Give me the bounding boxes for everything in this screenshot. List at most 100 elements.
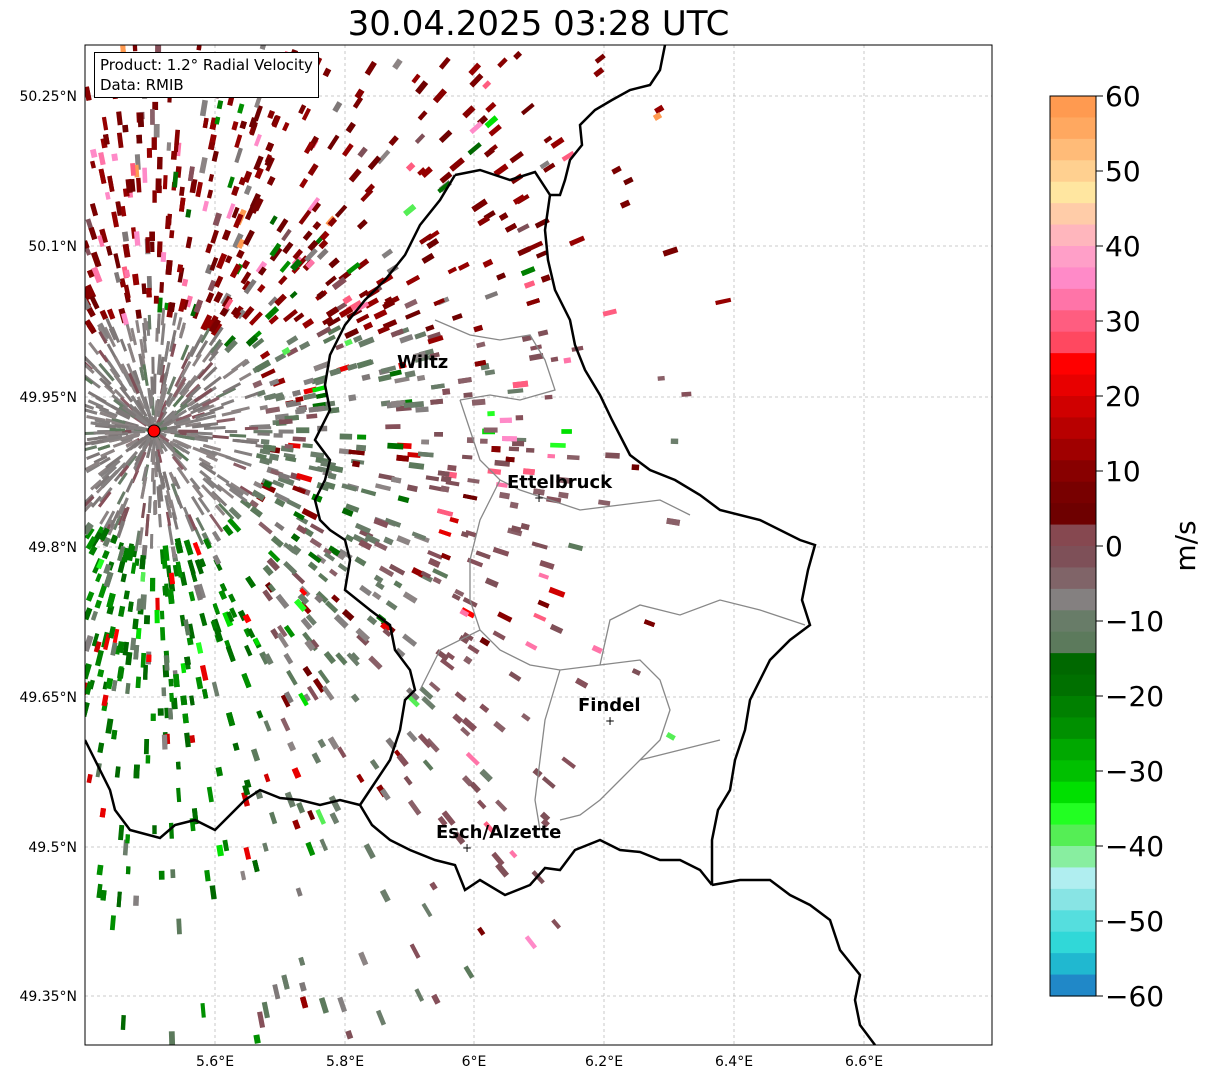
- colorbar-swatch: [1050, 931, 1096, 954]
- lat-tick-label: 49.8°N: [28, 540, 77, 556]
- colorbar-swatch: [1050, 631, 1096, 654]
- colorbar-swatch: [1050, 117, 1096, 140]
- lon-tick-label: 6°E: [462, 1054, 487, 1070]
- lon-tick-label: 5.8°E: [326, 1054, 364, 1070]
- lat-tick-label: 49.35°N: [19, 989, 77, 1005]
- colorbar-tick-label: 40: [1105, 230, 1141, 263]
- colorbar-swatch: [1050, 160, 1096, 183]
- canton-boundaries: [419, 319, 806, 831]
- germany-border-north: [550, 45, 667, 197]
- colorbar-swatch: [1050, 396, 1096, 419]
- colorbar-tick-label: 50: [1105, 155, 1141, 188]
- colorbar-tick-label: 20: [1105, 380, 1141, 413]
- colorbar-swatch: [1050, 546, 1096, 569]
- lon-tick-label: 5.6°E: [196, 1054, 234, 1070]
- colorbar-swatch: [1050, 674, 1096, 697]
- colorbar-swatch: [1050, 824, 1096, 847]
- lat-tick-label: 49.95°N: [19, 390, 77, 406]
- colorbar-tick-label: −60: [1105, 980, 1164, 1013]
- colorbar-swatch: [1050, 888, 1096, 911]
- colorbar-tick-label: 0: [1105, 530, 1123, 563]
- city-marker-findel: +: [605, 714, 615, 728]
- colorbar-swatch: [1050, 288, 1096, 311]
- lon-tick-label: 6.2°E: [585, 1054, 623, 1070]
- latitude-axis: 50.25°N 50.1°N 49.95°N 49.8°N 49.65°N 49.5°N 4…: [19, 89, 77, 1005]
- colorbar-swatch: [1050, 781, 1096, 804]
- germany-border-south: [711, 878, 876, 1045]
- colorbar-tick-label: −50: [1105, 905, 1164, 938]
- colorbar-swatch: [1050, 760, 1096, 783]
- colorbar-swatch: [1050, 374, 1096, 397]
- colorbar-swatch: [1050, 910, 1096, 933]
- plot-frame: [84, 44, 993, 1046]
- lat-tick-label: 50.1°N: [28, 239, 77, 255]
- city-marker-ettelbruck: +: [534, 491, 544, 505]
- radar-site-marker: [147, 424, 161, 438]
- colorbar-swatch: [1050, 524, 1096, 547]
- france-luxembourg-border: [85, 739, 713, 897]
- cities: Wiltz Ettelbruck + Findel + Esch/Alzette…: [397, 352, 641, 855]
- lat-tick-label: 50.25°N: [19, 89, 77, 105]
- colorbar-swatch: [1050, 353, 1096, 376]
- city-label-ettelbruck: Ettelbruck: [507, 472, 613, 493]
- colorbar-tick-label: −40: [1105, 830, 1164, 863]
- colorbar-swatch: [1050, 96, 1096, 119]
- colorbar-swatch: [1050, 224, 1096, 247]
- colorbar-ticks: 60 50 40 30 20 10 0 −10 −20 −30 −40 −50 −60: [1096, 80, 1164, 1013]
- colorbar-swatch: [1050, 867, 1096, 890]
- city-findel: Findel +: [578, 695, 641, 728]
- colorbar-swatch: [1050, 203, 1096, 226]
- product-text: Product: 1.2° Radial Velocity: [100, 56, 313, 74]
- plot-area: Wiltz Ettelbruck + Findel + Esch/Alzette…: [85, 45, 992, 1045]
- colorbar-swatch: [1050, 503, 1096, 526]
- colorbar-swatch: [1050, 610, 1096, 633]
- colorbar-swatch: [1050, 310, 1096, 333]
- colorbar-swatches: [1050, 96, 1096, 997]
- colorbar-swatch: [1050, 696, 1096, 719]
- colorbar-swatch: [1050, 331, 1096, 354]
- city-label-findel: Findel: [578, 695, 641, 716]
- belgium-luxembourg-border: [454, 168, 817, 885]
- city-esch-alzette: Esch/Alzette +: [436, 822, 561, 855]
- colorbar-swatch: [1050, 738, 1096, 761]
- lon-tick-label: 6.6°E: [845, 1054, 883, 1070]
- city-label-wiltz: Wiltz: [397, 352, 448, 373]
- data-source-text: Data: RMIB: [100, 76, 184, 94]
- colorbar-swatch: [1050, 974, 1096, 997]
- colorbar-swatch: [1050, 803, 1096, 826]
- lon-tick-label: 6.4°E: [715, 1054, 753, 1070]
- colorbar-tick-label: 10: [1105, 455, 1141, 488]
- colorbar-swatch: [1050, 417, 1096, 440]
- colorbar-swatch: [1050, 653, 1096, 676]
- city-wiltz: Wiltz: [397, 352, 448, 373]
- colorbar-tick-label: −30: [1105, 755, 1164, 788]
- map-title: 30.04.2025 03:28 UTC: [347, 4, 730, 44]
- colorbar: 60 50 40 30 20 10 0 −10 −20 −30 −40 −50 −60 m/s: [1049, 80, 1202, 1013]
- lat-tick-label: 49.65°N: [19, 690, 77, 706]
- colorbar-swatch: [1050, 267, 1096, 290]
- colorbar-swatch: [1050, 460, 1096, 483]
- lat-tick-label: 49.5°N: [28, 840, 77, 856]
- colorbar-swatch: [1050, 438, 1096, 461]
- colorbar-tick-label: −20: [1105, 680, 1164, 713]
- colorbar-unit-label: m/s: [1169, 520, 1202, 571]
- city-ettelbruck: Ettelbruck +: [507, 472, 613, 505]
- city-label-esch-alzette: Esch/Alzette: [436, 822, 561, 843]
- colorbar-swatch: [1050, 138, 1096, 161]
- colorbar-swatch: [1050, 846, 1096, 869]
- colorbar-swatch: [1050, 481, 1096, 504]
- city-marker-esch-alzette: +: [462, 841, 472, 855]
- colorbar-swatch: [1050, 246, 1096, 269]
- country-borders: [85, 45, 876, 1045]
- colorbar-swatch: [1050, 181, 1096, 204]
- info-box: Product: 1.2° Radial Velocity Data: RMIB: [94, 52, 319, 98]
- colorbar-swatch: [1050, 717, 1096, 740]
- colorbar-tick-label: 60: [1105, 80, 1141, 113]
- longitude-axis: 5.6°E 5.8°E 6°E 6.2°E 6.4°E 6.6°E: [196, 1054, 883, 1070]
- colorbar-swatch: [1050, 567, 1096, 590]
- belgium-border-west: [313, 174, 457, 806]
- colorbar-swatch: [1050, 588, 1096, 611]
- colorbar-tick-label: −10: [1105, 605, 1164, 638]
- colorbar-tick-label: 30: [1105, 305, 1141, 338]
